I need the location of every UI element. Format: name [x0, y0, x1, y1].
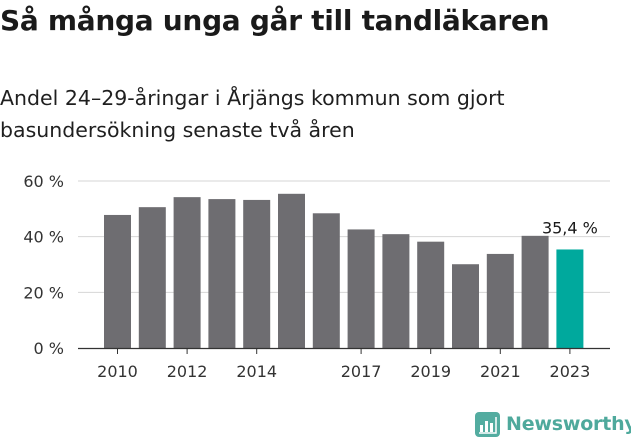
newsworthy-brand: Newsworthy	[475, 409, 631, 439]
x-tick-label: 2014	[236, 362, 277, 381]
bar	[521, 235, 549, 348]
bar	[208, 199, 236, 348]
bar	[486, 253, 514, 348]
brand-name: Newsworthy	[506, 413, 631, 435]
chart-subtitle: Andel 24–29-åringar i Årjängs kommun som…	[0, 86, 505, 142]
y-tick-label: 0 %	[34, 339, 64, 358]
bar	[173, 197, 201, 348]
bar	[104, 214, 131, 348]
y-tick-label: 60 %	[23, 172, 64, 191]
bar-chart: 0 % 20 % 40 % 60 % 35,4 % 2010 2012 2014 2017 201…	[23, 172, 610, 381]
y-tick-label: 20 %	[23, 283, 64, 302]
highlight-bar	[556, 249, 584, 348]
newsworthy-logo-icon	[475, 411, 500, 437]
x-tick-label: 2023	[550, 362, 591, 381]
bar	[243, 199, 271, 348]
bar	[382, 234, 410, 348]
chart-title: Så många unga går till tandläkaren	[0, 4, 550, 37]
data-label: 35,4 %	[542, 218, 598, 237]
x-tick-label: 2017	[341, 362, 382, 381]
bar	[452, 264, 479, 348]
x-tick-label: 2012	[167, 362, 208, 381]
bar	[312, 213, 340, 348]
x-tick-label: 2021	[480, 362, 521, 381]
bar	[347, 229, 375, 348]
bar	[417, 241, 445, 348]
bar	[278, 193, 305, 348]
x-tick-label: 2019	[410, 362, 451, 381]
bar	[138, 207, 166, 348]
y-tick-label: 40 %	[23, 228, 64, 247]
x-tick-label: 2010	[97, 362, 138, 381]
